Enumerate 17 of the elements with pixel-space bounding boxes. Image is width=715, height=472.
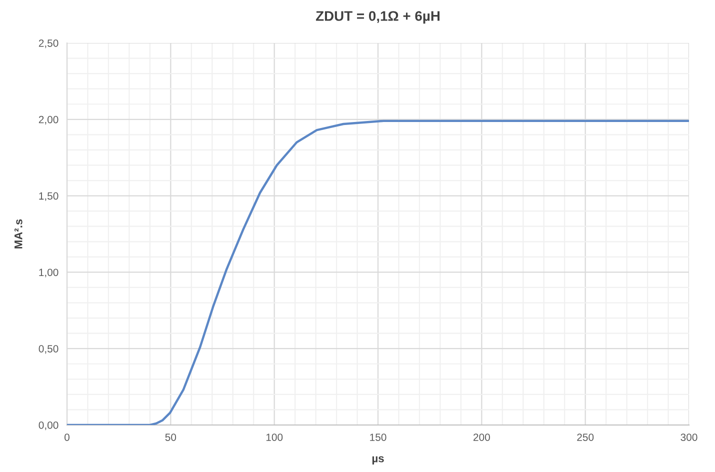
y-tick-label: 2,50 <box>38 40 58 48</box>
y-tick-label: 0,50 <box>38 345 58 354</box>
y-axis-title: MA².s <box>14 219 22 248</box>
y-tick-label: 1,00 <box>39 268 58 278</box>
chart-title: ZDUT = 0,1Ω + 6µH <box>316 11 440 24</box>
x-tick-label: 50 <box>165 434 176 441</box>
x-tick-label: 0 <box>64 434 70 441</box>
x-tick-label: 300 <box>680 434 698 441</box>
x-axis-title: µs <box>372 456 384 465</box>
x-tick-label: 250 <box>577 434 594 441</box>
y-tick-label: 1,50 <box>39 192 58 201</box>
y-tick-label: 0,00 <box>38 422 58 430</box>
x-tick-label: 100 <box>266 434 283 441</box>
line-series <box>67 120 689 425</box>
x-tick-label: 200 <box>474 434 490 441</box>
y-tick-label: 2,00 <box>38 116 58 125</box>
x-tick-label: 150 <box>370 434 386 441</box>
